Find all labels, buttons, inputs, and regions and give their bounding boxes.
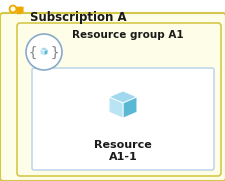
Polygon shape [109, 91, 136, 103]
FancyBboxPatch shape [32, 68, 213, 170]
Polygon shape [40, 49, 44, 56]
Text: Subscription A: Subscription A [30, 11, 126, 24]
Text: A1-1: A1-1 [108, 152, 137, 162]
Polygon shape [109, 97, 122, 118]
FancyBboxPatch shape [17, 23, 220, 176]
Polygon shape [44, 49, 48, 56]
Circle shape [26, 34, 62, 70]
FancyBboxPatch shape [0, 13, 225, 181]
Polygon shape [122, 97, 136, 118]
Polygon shape [40, 47, 48, 51]
Circle shape [11, 7, 15, 11]
Text: }: } [51, 46, 59, 60]
Text: Resource group A1: Resource group A1 [72, 30, 183, 40]
Text: Resource: Resource [94, 140, 151, 150]
Circle shape [9, 5, 17, 13]
Text: {: { [29, 46, 37, 60]
